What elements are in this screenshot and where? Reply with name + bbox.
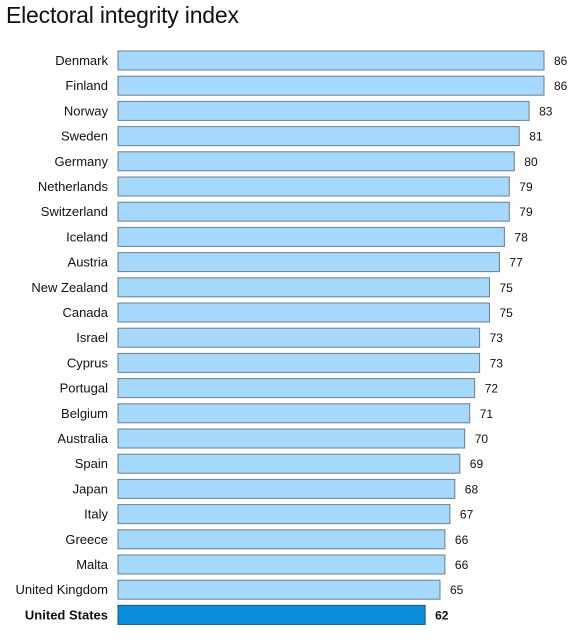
category-label: United States: [25, 607, 108, 622]
value-label: 67: [460, 508, 474, 522]
value-label: 83: [539, 104, 553, 118]
value-label: 66: [455, 558, 469, 572]
value-label: 86: [554, 79, 568, 93]
bar-germany: [117, 151, 515, 172]
category-label: Austria: [68, 255, 109, 270]
category-label: Spain: [75, 456, 108, 471]
bar-greece: [117, 529, 446, 550]
value-label: 77: [509, 256, 523, 270]
category-label: Iceland: [66, 229, 108, 244]
bar-netherlands: [117, 176, 510, 197]
category-label: Belgium: [61, 406, 108, 421]
category-label: Australia: [57, 431, 108, 446]
bar-united-states: [117, 604, 426, 625]
value-label: 62: [435, 608, 449, 622]
bar-canada: [117, 302, 490, 323]
value-label: 70: [475, 432, 489, 446]
bar-sweden: [117, 126, 520, 147]
bar-switzerland: [117, 201, 510, 222]
category-label: Israel: [76, 330, 108, 345]
category-label: Finland: [65, 78, 108, 93]
category-label: Switzerland: [41, 204, 108, 219]
bar-new-zealand: [117, 277, 490, 298]
bar-malta: [117, 554, 446, 575]
category-label: Portugal: [60, 381, 109, 396]
value-label: 78: [514, 230, 528, 244]
bar-australia: [117, 428, 466, 449]
category-label: Denmark: [55, 53, 108, 68]
bar-cyprus: [117, 352, 481, 373]
bar-austria: [117, 252, 500, 273]
category-label: Germany: [55, 154, 109, 169]
category-label: Sweden: [61, 129, 108, 144]
value-label: 81: [529, 130, 543, 144]
category-label: Norway: [64, 103, 109, 118]
category-label: United Kingdom: [16, 582, 109, 597]
category-label: Canada: [62, 305, 108, 320]
value-label: 79: [519, 180, 533, 194]
value-label: 75: [500, 306, 514, 320]
bar-belgium: [117, 403, 471, 424]
bar-united-kingdom: [117, 579, 441, 600]
category-label: Cyprus: [67, 355, 109, 370]
bar-denmark: [117, 50, 545, 71]
value-label: 86: [554, 54, 568, 68]
value-label: 73: [490, 356, 504, 370]
value-label: 69: [470, 457, 484, 471]
value-label: 65: [450, 583, 464, 597]
category-label: Italy: [84, 507, 108, 522]
bar-israel: [117, 327, 481, 348]
category-label: New Zealand: [31, 280, 108, 295]
bar-japan: [117, 478, 456, 499]
value-label: 75: [500, 281, 514, 295]
value-label: 80: [524, 155, 538, 169]
value-label: 66: [455, 533, 469, 547]
value-label: 71: [480, 407, 494, 421]
value-label: 68: [465, 482, 479, 496]
bar-italy: [117, 504, 451, 525]
bar-finland: [117, 75, 545, 96]
bar-iceland: [117, 226, 505, 247]
category-label: Malta: [76, 557, 109, 572]
value-label: 79: [519, 205, 533, 219]
category-label: Greece: [65, 532, 108, 547]
category-label: Netherlands: [38, 179, 109, 194]
bar-norway: [117, 100, 530, 121]
bar-portugal: [117, 378, 476, 399]
category-label: Japan: [73, 481, 108, 496]
value-label: 73: [490, 331, 504, 345]
bar-spain: [117, 453, 461, 474]
value-label: 72: [485, 382, 499, 396]
chart-title: Electoral integrity index: [6, 2, 239, 28]
